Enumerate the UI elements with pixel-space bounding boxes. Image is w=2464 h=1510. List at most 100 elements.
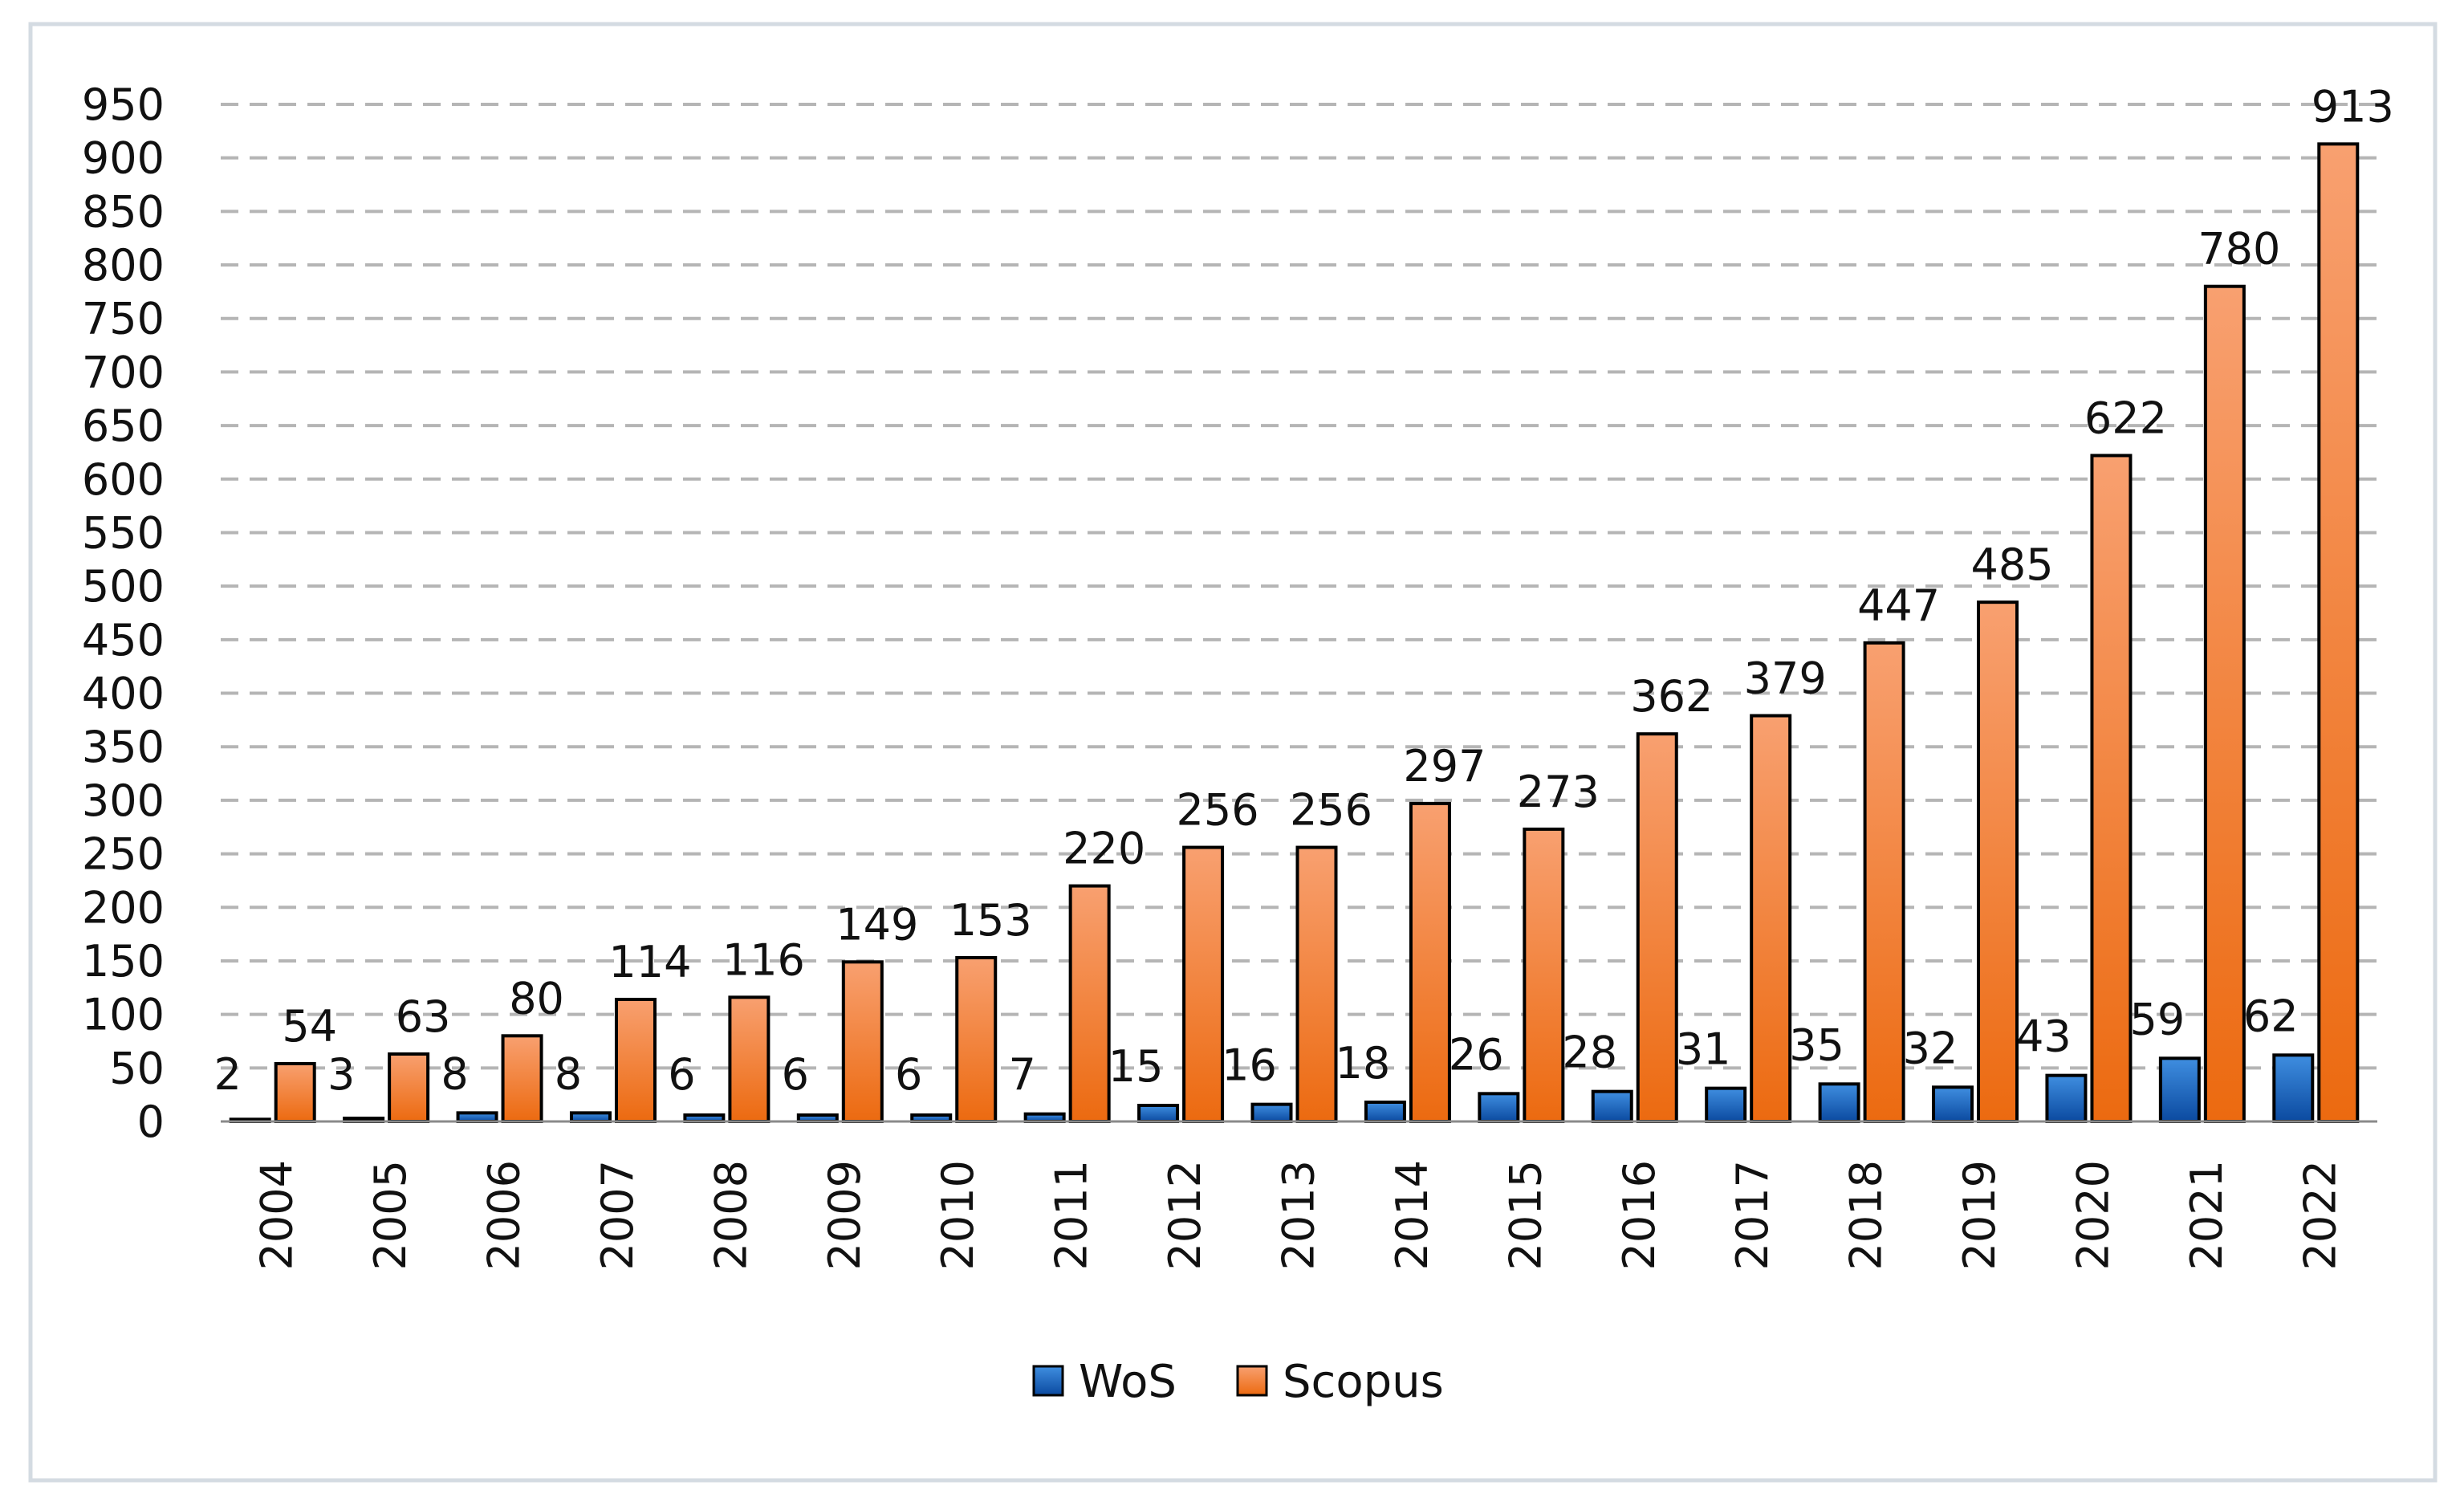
x-tick-label-2006: 2006 — [479, 1160, 530, 1270]
y-axis-ticks: 0501001502002503003504004505005506006507… — [82, 79, 165, 1147]
bar-wos-2013 — [1250, 1102, 1293, 1123]
legend-swatch-scopus — [1236, 1365, 1268, 1397]
bar-scopus-2015 — [1523, 827, 1565, 1123]
data-label-scopus-2015: 273 — [1517, 767, 1600, 817]
data-label-wos-2013: 16 — [1222, 1040, 1277, 1091]
data-label-wos-2012: 15 — [1108, 1041, 1164, 1092]
x-tick-label-2009: 2009 — [819, 1160, 870, 1270]
x-tick-label-2008: 2008 — [705, 1160, 756, 1270]
data-label-scopus-2009: 149 — [836, 899, 918, 950]
data-label-scopus-2004: 54 — [282, 1001, 337, 1052]
y-tick-label: 500 — [82, 561, 165, 612]
y-tick-label: 750 — [82, 294, 165, 344]
bar-wos-2020 — [2045, 1073, 2088, 1124]
bars — [229, 142, 2360, 1124]
x-tick-label-2019: 2019 — [1954, 1160, 2005, 1270]
x-tick-label-2015: 2015 — [1500, 1160, 1551, 1270]
data-label-wos-2006: 8 — [441, 1048, 468, 1099]
data-label-scopus-2013: 256 — [1290, 785, 1372, 836]
x-tick-label-2021: 2021 — [2181, 1160, 2232, 1270]
data-label-scopus-2014: 297 — [1403, 741, 1486, 792]
data-label-wos-2014: 18 — [1336, 1038, 1391, 1089]
data-label-scopus-2019: 485 — [1970, 539, 2053, 590]
legend-label-wos: WoS — [1079, 1356, 1177, 1408]
data-label-scopus-2020: 622 — [2084, 393, 2167, 443]
y-tick-label: 800 — [82, 240, 165, 291]
legend: WoS Scopus — [1032, 1356, 1444, 1408]
y-tick-label: 300 — [82, 775, 165, 826]
x-tick-label-2012: 2012 — [1160, 1160, 1210, 1270]
y-tick-label: 200 — [82, 882, 165, 933]
legend-label-scopus: Scopus — [1283, 1356, 1444, 1408]
x-tick-label-2017: 2017 — [1727, 1160, 1778, 1270]
data-label-scopus-2017: 379 — [1744, 653, 1827, 704]
data-label-scopus-2008: 116 — [722, 934, 805, 985]
bar-wos-2021 — [2158, 1056, 2201, 1123]
data-label-wos-2009: 6 — [782, 1049, 809, 1100]
bar-wos-2014 — [1364, 1100, 1406, 1123]
bar-wos-2018 — [1818, 1082, 1860, 1123]
y-tick-label: 950 — [82, 79, 165, 130]
y-tick-label: 550 — [82, 507, 165, 558]
bar-scopus-2017 — [1750, 714, 1792, 1123]
bar-wos-2019 — [1932, 1085, 1974, 1124]
x-tick-label-2020: 2020 — [2068, 1160, 2118, 1270]
data-label-scopus-2012: 256 — [1177, 785, 1259, 836]
data-label-wos-2020: 43 — [2016, 1011, 2072, 1062]
data-label-wos-2011: 7 — [1008, 1049, 1035, 1100]
bar-scopus-2009 — [841, 960, 884, 1123]
data-label-scopus-2021: 780 — [2198, 224, 2280, 275]
bar-wos-2017 — [1705, 1086, 1747, 1123]
y-tick-label: 50 — [109, 1043, 165, 1093]
x-tick-label-2022: 2022 — [2295, 1160, 2345, 1270]
bar-wos-2006 — [456, 1111, 498, 1124]
bar-scopus-2016 — [1636, 732, 1678, 1123]
bar-scopus-2008 — [728, 995, 771, 1123]
bar-wos-2012 — [1137, 1103, 1180, 1124]
bar-wos-2016 — [1591, 1089, 1633, 1124]
x-tick-label-2010: 2010 — [933, 1160, 983, 1270]
bar-scopus-2022 — [2317, 142, 2360, 1123]
data-label-wos-2017: 31 — [1676, 1024, 1731, 1075]
data-label-wos-2015: 26 — [1449, 1029, 1504, 1080]
data-label-scopus-2016: 362 — [1630, 671, 1713, 722]
bar-scopus-2020 — [2090, 454, 2133, 1123]
data-label-scopus-2005: 63 — [396, 991, 451, 1042]
data-label-wos-2007: 8 — [555, 1048, 582, 1099]
data-label-scopus-2018: 447 — [1857, 580, 1940, 631]
x-axis-ticks: 2004 2005 2006 2007 2008 2009 2010 2011 2012 2013… — [252, 1160, 2346, 1270]
bar-scopus-2013 — [1295, 845, 1338, 1123]
y-tick-label: 850 — [82, 186, 165, 237]
data-label-wos-2005: 3 — [327, 1049, 355, 1100]
bar-scopus-2006 — [501, 1034, 543, 1124]
x-tick-label-2013: 2013 — [1274, 1160, 1324, 1270]
data-label-scopus-2007: 114 — [608, 937, 691, 987]
y-tick-label: 450 — [82, 615, 165, 665]
y-tick-label: 400 — [82, 669, 165, 719]
data-label-scopus-2010: 153 — [949, 895, 1032, 946]
y-tick-label: 350 — [82, 722, 165, 772]
data-label-wos-2010: 6 — [895, 1049, 922, 1100]
legend-swatch-wos — [1032, 1365, 1064, 1397]
data-label-wos-2021: 59 — [2130, 994, 2185, 1044]
bar-scopus-2005 — [388, 1052, 430, 1124]
y-tick-label: 900 — [82, 133, 165, 184]
data-label-scopus-2011: 220 — [1063, 824, 1145, 874]
data-label-wos-2004: 2 — [214, 1049, 242, 1100]
x-tick-label-2016: 2016 — [1614, 1160, 1665, 1270]
data-label-wos-2008: 6 — [668, 1049, 695, 1100]
x-tick-label-2004: 2004 — [252, 1160, 303, 1270]
x-tick-label-2018: 2018 — [1841, 1160, 1892, 1270]
x-tick-label-2011: 2011 — [1047, 1160, 1097, 1270]
data-label-scopus-2022: 913 — [2312, 81, 2394, 132]
bar-scopus-2018 — [1863, 641, 1905, 1123]
y-tick-label: 0 — [137, 1097, 165, 1147]
x-tick-label-2014: 2014 — [1387, 1160, 1437, 1270]
bar-scopus-2004 — [274, 1061, 316, 1124]
bar-scopus-2014 — [1409, 801, 1451, 1124]
data-label-wos-2019: 32 — [1903, 1023, 1958, 1073]
data-label-scopus-2006: 80 — [509, 973, 564, 1024]
y-tick-label: 600 — [82, 454, 165, 505]
data-label-wos-2018: 35 — [1789, 1020, 1844, 1070]
